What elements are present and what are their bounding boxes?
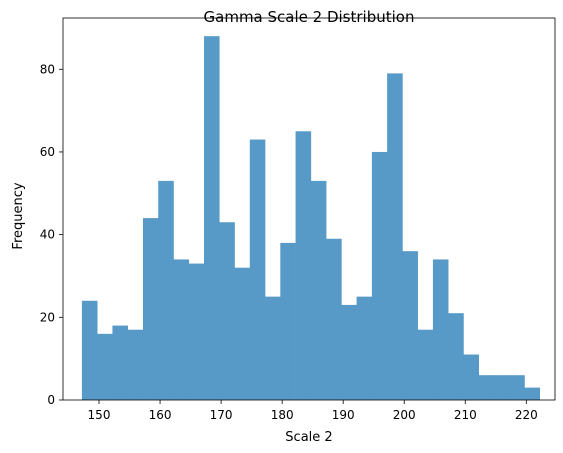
histogram-bar: [234, 267, 251, 400]
x-tick-label: 180: [271, 408, 294, 422]
y-tick-label: 80: [40, 62, 55, 76]
histogram-bar: [341, 304, 357, 400]
y-tick-label: 60: [40, 145, 55, 159]
x-tick-label: 200: [393, 408, 416, 422]
histogram-bar: [158, 180, 174, 400]
histogram-bar: [402, 251, 418, 400]
bars-group: [81, 36, 541, 401]
plot-frame: [62, 17, 556, 401]
histogram-bar: [280, 242, 296, 400]
histogram-bar: [310, 180, 327, 400]
y-tick-label: 0: [47, 393, 55, 407]
histogram-bar: [188, 263, 205, 400]
chart-title: Gamma Scale 2 Distribution: [204, 8, 415, 26]
histogram-bar: [493, 375, 510, 400]
histogram-bar: [387, 73, 403, 401]
histogram-bar: [81, 300, 98, 400]
x-tick-label: 190: [332, 408, 355, 422]
histogram-bar: [265, 296, 281, 400]
histogram-bar: [463, 354, 479, 400]
histogram-bar: [524, 387, 541, 400]
histogram-bar: [127, 329, 144, 400]
y-axis-label: Frequency: [11, 182, 26, 249]
histogram-bar: [204, 36, 220, 400]
histogram-bar: [97, 333, 113, 400]
x-tick-label: 210: [454, 408, 477, 422]
histogram-bar: [432, 259, 449, 400]
x-axis-ticks: 150 160 170 180 190 200 210 220: [88, 400, 538, 422]
histogram-bar: [173, 259, 190, 400]
histogram-bar: [371, 151, 388, 400]
histogram-bar: [295, 131, 312, 401]
histogram-bar: [356, 296, 373, 400]
histogram-bar: [448, 313, 464, 400]
x-tick-label: 170: [210, 408, 233, 422]
histogram-bar: [142, 218, 159, 400]
histogram-bar: [417, 329, 434, 400]
histogram-bar: [249, 139, 266, 400]
histogram-bar: [219, 222, 235, 400]
histogram-bar: [478, 375, 495, 400]
histogram-bar: [326, 238, 342, 400]
histogram-bar: [509, 375, 525, 400]
histogram-bar: [112, 325, 129, 400]
x-tick-label: 220: [515, 408, 538, 422]
x-tick-label: 160: [149, 408, 172, 422]
y-tick-label: 40: [40, 228, 55, 242]
x-tick-label: 150: [88, 408, 111, 422]
y-tick-label: 20: [40, 310, 55, 324]
x-axis-label: Scale 2: [285, 430, 332, 445]
y-axis-ticks: 0 20 40 60 80: [40, 62, 63, 407]
